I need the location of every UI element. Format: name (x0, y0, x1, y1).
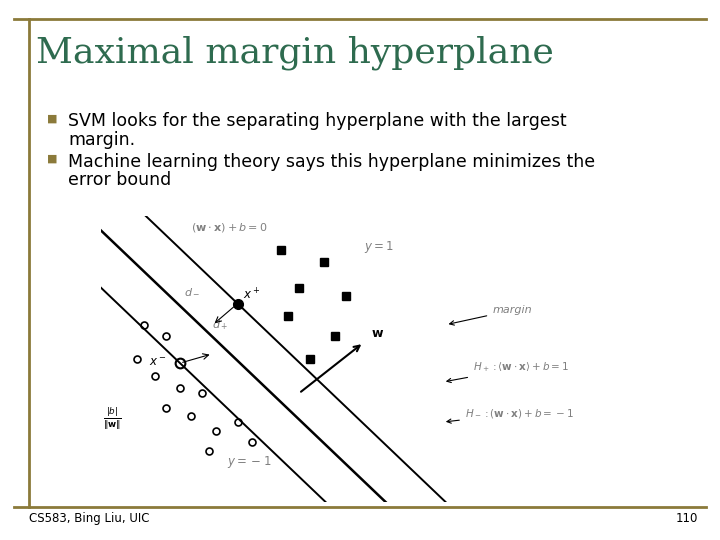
Text: $\frac{|b|}{\|\mathbf{w}\|}$: $\frac{|b|}{\|\mathbf{w}\|}$ (103, 406, 122, 431)
Text: ■: ■ (47, 113, 58, 124)
Text: CS583, Bing Liu, UIC: CS583, Bing Liu, UIC (29, 512, 149, 525)
Text: $y = -1$: $y = -1$ (227, 454, 271, 470)
Text: $d_-$: $d_-$ (184, 287, 200, 297)
Text: margin.: margin. (68, 131, 135, 149)
Text: $x^+$: $x^+$ (243, 287, 261, 302)
Text: 110: 110 (676, 512, 698, 525)
Text: error bound: error bound (68, 171, 171, 189)
Text: $y = 1$: $y = 1$ (364, 239, 394, 255)
Text: $(\mathbf{w} \cdot \mathbf{x}) + b = 0$: $(\mathbf{w} \cdot \mathbf{x}) + b = 0$ (191, 221, 268, 234)
Text: $\mathbf{w}$: $\mathbf{w}$ (371, 327, 384, 340)
Text: $x^-$: $x^-$ (150, 356, 167, 369)
Text: SVM looks for the separating hyperplane with the largest: SVM looks for the separating hyperplane … (68, 112, 567, 130)
Text: Maximal margin hyperplane: Maximal margin hyperplane (36, 35, 554, 70)
Text: Machine learning theory says this hyperplane minimizes the: Machine learning theory says this hyperp… (68, 153, 595, 171)
Text: ■: ■ (47, 154, 58, 164)
Text: margin: margin (449, 305, 532, 325)
Text: $d_+$: $d_+$ (212, 318, 228, 332)
Text: $H_-: (\mathbf{w} \cdot \mathbf{x}) + b = -1$: $H_-: (\mathbf{w} \cdot \mathbf{x}) + b … (447, 407, 574, 423)
Text: $H_+: \langle\mathbf{w} \cdot \mathbf{x}\rangle + b = 1$: $H_+: \langle\mathbf{w} \cdot \mathbf{x}… (447, 361, 569, 382)
